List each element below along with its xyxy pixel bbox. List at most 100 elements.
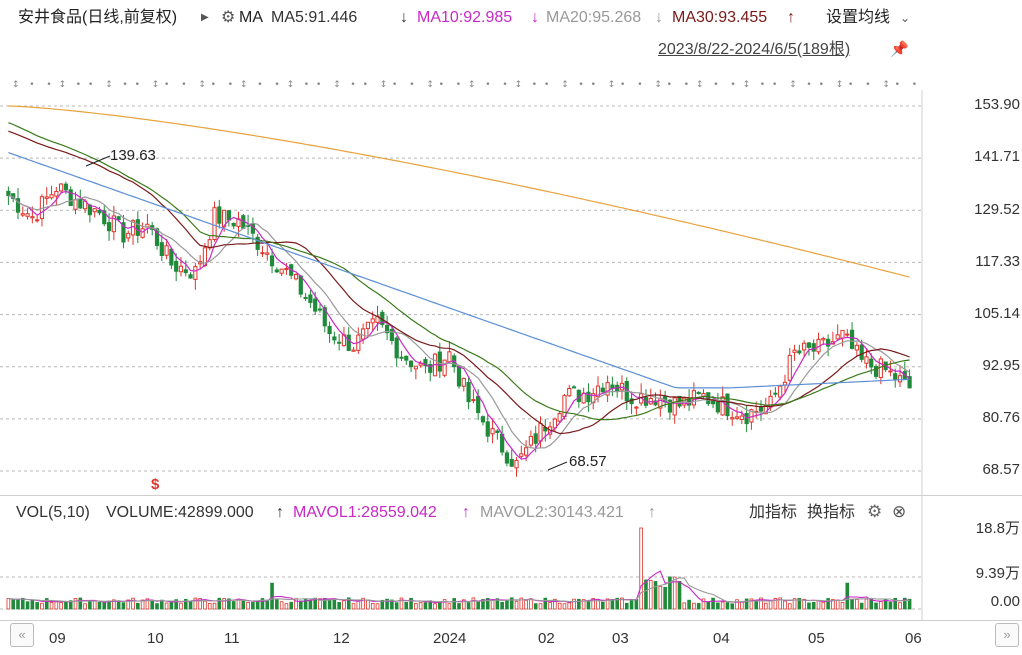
candle-body: [442, 359, 447, 376]
candle-body: [260, 252, 265, 255]
indicator-name[interactable]: MA: [239, 9, 263, 26]
candle-body: [111, 215, 116, 233]
volume-bar: [414, 603, 418, 610]
event-marker-dot: ↕: [468, 80, 476, 90]
volume-bar: [548, 601, 552, 610]
volume-bar: [581, 599, 586, 610]
volume-bar: [332, 598, 337, 610]
volume-bar: [787, 603, 792, 610]
event-marker-dot: •: [591, 80, 596, 90]
candle-body: [840, 329, 845, 339]
volume-bar: [251, 602, 255, 610]
candle-body: [461, 377, 466, 387]
switch-indicator-button[interactable]: 换指标: [807, 504, 856, 521]
candle-body: [159, 242, 164, 256]
candle-body: [600, 387, 605, 393]
volume-bar: [567, 602, 572, 610]
event-marker-dot: •: [392, 80, 397, 90]
volume-bar: [696, 603, 701, 610]
gear-icon[interactable]: ⚙: [221, 9, 236, 26]
volume-tick: 18.8万: [975, 520, 1020, 537]
volume-bar: [447, 603, 452, 610]
chevron-down-icon[interactable]: ⌄: [900, 11, 911, 25]
candle-body: [274, 269, 279, 273]
mavol2-value: MAVOL2:30143.421: [480, 504, 624, 521]
volume-bar: [155, 603, 159, 610]
date-range[interactable]: 2023/8/22-2024/6/5(189根): [658, 41, 851, 58]
ma-settings-button[interactable]: 设置均线: [826, 9, 891, 26]
candle-body: [212, 207, 217, 240]
candle-body: [706, 392, 711, 405]
candle-body: [97, 210, 102, 214]
volume-bar: [514, 600, 519, 610]
event-marker-dot: •: [350, 80, 355, 90]
ma10-value: MA10:92.985: [417, 9, 513, 26]
volume-bar: [366, 599, 370, 610]
candle-body: [797, 350, 802, 354]
vol-label[interactable]: VOL(5,10): [16, 504, 90, 521]
time-tick: 2024: [433, 630, 467, 647]
candle-body: [595, 385, 601, 398]
price-tick: 117.33: [975, 253, 1020, 270]
candle-body: [78, 198, 83, 209]
ma5-line: [8, 190, 910, 460]
high-arrow: [85, 155, 111, 167]
volume-bar: [735, 599, 739, 610]
scroll-left-button[interactable]: «: [10, 623, 34, 647]
volume-bar: [687, 599, 691, 610]
volume-bar: [188, 600, 193, 610]
ma20-arrow: ↓: [655, 9, 663, 26]
candle-body: [888, 370, 893, 373]
volume-bar: [193, 597, 198, 610]
volume-bar: [164, 602, 169, 610]
candle-body: [739, 415, 744, 421]
volume-bar: [634, 598, 639, 610]
volume-bar: [299, 600, 303, 610]
volume-bar: [893, 597, 898, 610]
volume-bar: [16, 599, 20, 610]
candle-body: [408, 360, 414, 368]
stock-title[interactable]: 安井食品(日线,前复权): [18, 9, 178, 26]
play-icon[interactable]: ▶: [201, 12, 209, 23]
candle-body: [864, 356, 869, 364]
pin-icon[interactable]: 📌: [890, 41, 909, 58]
candle-body: [284, 268, 289, 271]
gear-icon[interactable]: ⚙: [867, 502, 883, 521]
close-icon[interactable]: ⊗: [892, 502, 907, 521]
candle-body: [485, 421, 490, 437]
volume-bar: [457, 603, 461, 610]
event-marker-dot: ↕: [333, 80, 341, 90]
volume-bar: [610, 598, 615, 610]
volume-bar: [826, 598, 830, 610]
volume-bar: [131, 597, 135, 610]
add-indicator-button[interactable]: 加指标: [749, 504, 798, 521]
candle-body: [758, 406, 764, 412]
candle-body: [384, 324, 390, 334]
volume-bar: [720, 601, 725, 610]
candle-body: [456, 365, 462, 387]
event-marker-dot: ↕: [608, 80, 616, 90]
candle-body: [907, 376, 912, 389]
volume-bar: [744, 598, 749, 610]
event-marker-dot: •: [76, 80, 81, 90]
volume-bar: [54, 601, 59, 610]
volume-bar: [227, 598, 231, 610]
volume-bar: [677, 581, 682, 610]
scroll-right-button[interactable]: »: [995, 623, 1019, 647]
volume-bar: [35, 602, 39, 610]
volume-bar: [577, 598, 581, 610]
candle-body: [893, 373, 898, 381]
volume-bar: [629, 598, 634, 610]
volume-bar: [711, 597, 715, 610]
volume-bar: [807, 602, 811, 610]
volume-bar: [92, 600, 97, 610]
volume-bar: [318, 598, 322, 610]
volume-bar: [308, 599, 313, 610]
candle-body: [734, 416, 740, 419]
ma10-arrow: ↓: [531, 9, 539, 26]
volume-bar: [658, 585, 663, 610]
volume-bar: [495, 598, 500, 610]
volume-bar: [222, 598, 226, 610]
event-marker[interactable]: $: [151, 476, 160, 493]
